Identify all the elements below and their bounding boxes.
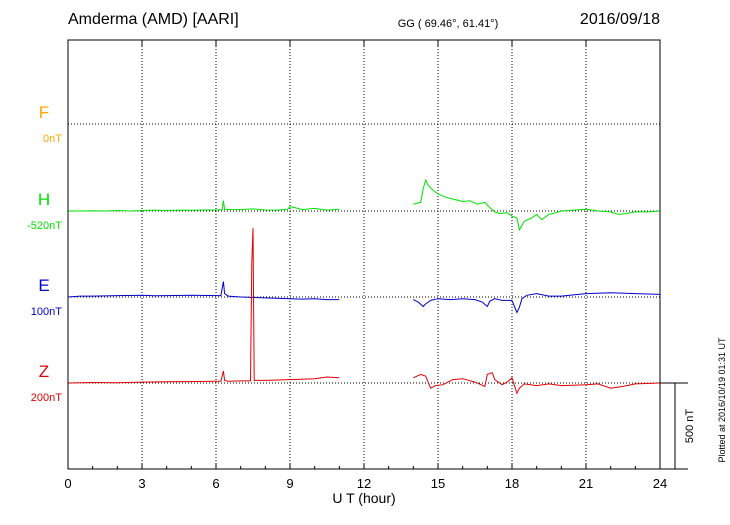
grid-lines — [68, 40, 660, 469]
x-tick-label-0: 0 — [64, 476, 71, 491]
channel-name-E: E — [38, 276, 49, 295]
x-tick-label-21: 21 — [579, 476, 593, 491]
x-tick-label-12: 12 — [357, 476, 371, 491]
plot-frame — [67, 39, 661, 470]
x-axis-label: U T (hour) — [332, 490, 395, 506]
plotted-at-note: Plotted at 2016/10/19 01:31 UT — [717, 337, 727, 463]
channel-baseline-Z: 200nT — [31, 392, 62, 404]
series-line-H — [68, 178, 661, 232]
channel-name-Z: Z — [39, 362, 49, 381]
channel-baseline-E: 100nT — [31, 306, 62, 318]
x-axis-ticks: 0 3 6 9 12 15 18 21 24 — [64, 40, 667, 491]
series-lines — [67, 178, 661, 395]
x-tick-label-15: 15 — [431, 476, 445, 491]
channel-name-F: F — [39, 103, 49, 122]
x-tick-label-9: 9 — [286, 476, 293, 491]
x-tick-label-3: 3 — [138, 476, 145, 491]
x-tick-label-24: 24 — [653, 476, 667, 491]
station-coords: GG ( 69.46°, 61.41°) — [398, 18, 499, 30]
plot-date: 2016/09/18 — [580, 11, 660, 28]
series-line-Z — [67, 228, 661, 395]
channel-name-H: H — [38, 190, 50, 209]
channel-baseline-F: 0nT — [43, 133, 62, 145]
x-tick-label-6: 6 — [212, 476, 219, 491]
station-title: Amderma (AMD) [AARI] — [68, 11, 239, 28]
channel-baseline-H: -520nT — [27, 220, 62, 232]
channel-labels: F 0nT H -520nT E 100nT Z 200nT — [27, 103, 62, 404]
scale-bar-label: 500 nT — [684, 409, 696, 444]
series-line-E — [67, 281, 661, 314]
scale-bar: 500 nT — [660, 382, 696, 470]
x-tick-label-18: 18 — [505, 476, 519, 491]
